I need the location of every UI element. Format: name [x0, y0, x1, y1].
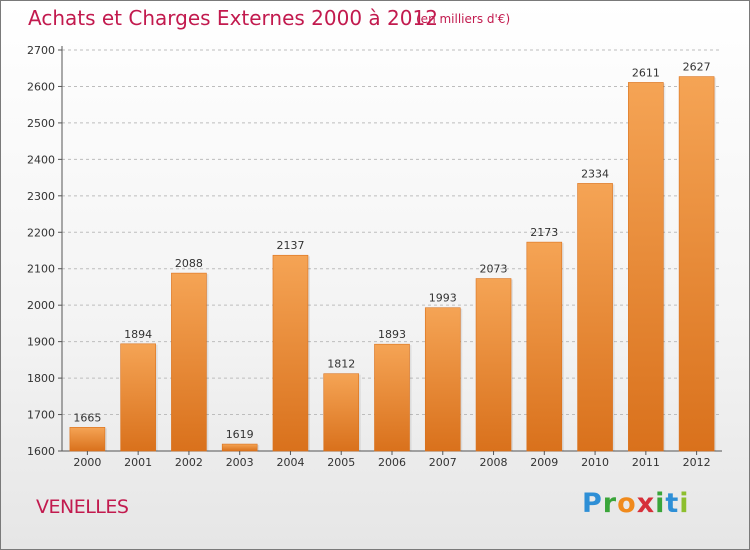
bar	[678, 76, 715, 452]
bar	[221, 443, 258, 452]
x-tick-label: 2008	[480, 456, 508, 469]
y-tick-label: 2700	[27, 44, 55, 57]
brand-letter: i	[679, 488, 690, 519]
bar-value-label: 2611	[632, 66, 660, 79]
bar-value-label: 2627	[683, 61, 711, 74]
bar-value-label: 1894	[124, 328, 152, 341]
chart-title: Achats et Charges Externes 2000 à 2012	[28, 6, 438, 30]
bar-value-label: 2173	[530, 226, 558, 239]
x-tick-label: 2006	[378, 456, 406, 469]
bar	[628, 82, 664, 452]
y-tick-label: 1700	[27, 409, 55, 422]
bar	[272, 254, 309, 452]
bar-value-label: 1665	[73, 411, 101, 424]
bar	[171, 272, 207, 452]
y-tick-label: 2000	[27, 299, 55, 312]
bar	[475, 278, 512, 452]
brand-logo: Proxiti	[582, 488, 690, 519]
y-tick-label: 2600	[27, 80, 55, 93]
x-tick-label: 2001	[124, 456, 152, 469]
bar	[69, 427, 106, 452]
x-tick-label: 2007	[429, 456, 457, 469]
location-label: VENELLES	[36, 496, 129, 518]
x-tick-label: 2003	[226, 456, 254, 469]
bar	[577, 183, 613, 452]
brand-letter: P	[582, 488, 603, 519]
y-tick-label: 2200	[27, 226, 55, 239]
bar-value-label: 2137	[276, 239, 304, 252]
unit-note: (en milliers d'€)	[416, 12, 511, 26]
bar	[424, 307, 461, 452]
x-tick-label: 2005	[327, 456, 355, 469]
brand-letter: r	[602, 488, 618, 519]
brand-letter: i	[655, 488, 666, 519]
bar	[323, 373, 360, 452]
x-tick-label: 2002	[175, 456, 203, 469]
y-tick-label: 2500	[27, 117, 55, 130]
bar	[374, 343, 410, 452]
y-tick-label: 2100	[27, 263, 55, 276]
bar-value-label: 2088	[175, 257, 203, 270]
bar-value-label: 2334	[581, 167, 609, 180]
bar-value-label: 1993	[429, 292, 457, 305]
brand-letter: x	[636, 488, 656, 519]
brand-letter: t	[665, 488, 680, 519]
y-tick-label: 1800	[27, 372, 55, 385]
x-tick-label: 2009	[530, 456, 558, 469]
bar	[526, 241, 563, 452]
bar	[120, 343, 156, 452]
x-tick-label: 2000	[73, 456, 101, 469]
y-tick-label: 2400	[27, 153, 55, 166]
y-tick-label: 1900	[27, 336, 55, 349]
x-tick-label: 2010	[581, 456, 609, 469]
x-tick-label: 2012	[683, 456, 711, 469]
x-tick-label: 2011	[632, 456, 660, 469]
bar-value-label: 1619	[226, 428, 254, 441]
bar-value-label: 2073	[480, 263, 508, 276]
bar-value-label: 1812	[327, 358, 355, 371]
y-tick-label: 2300	[27, 190, 55, 203]
bar-value-label: 1893	[378, 328, 406, 341]
x-tick-label: 2004	[276, 456, 304, 469]
y-tick-label: 1600	[27, 445, 55, 458]
brand-letter: o	[617, 488, 637, 519]
